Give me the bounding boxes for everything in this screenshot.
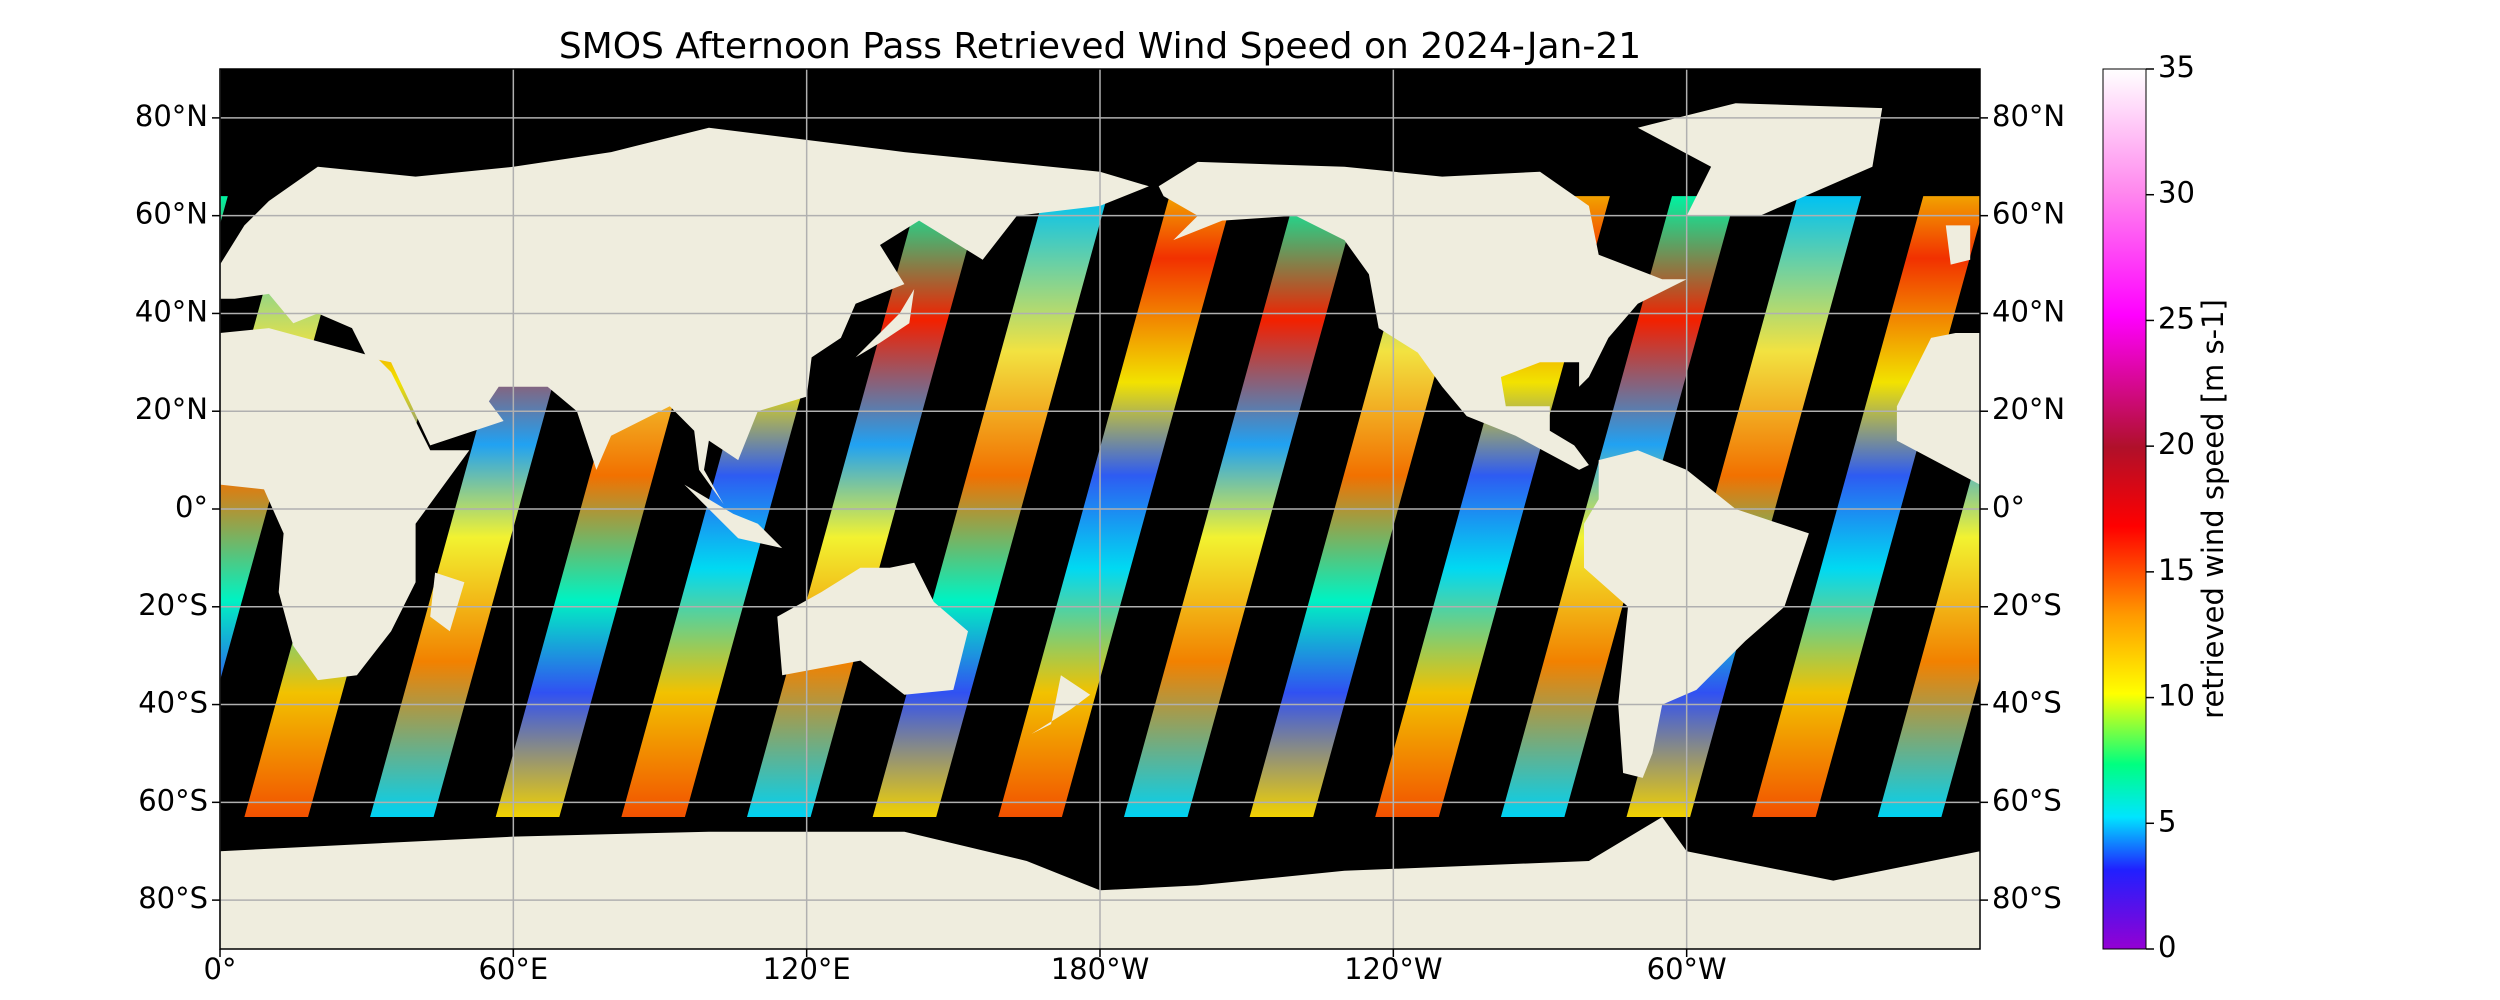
land-layer — [220, 103, 1980, 949]
colorbar-label: retrieved wind speed [m s-1] — [2196, 299, 2230, 719]
land — [220, 127, 1149, 505]
land — [1637, 103, 1883, 216]
land — [220, 817, 1980, 949]
y-tick-label-right: 80°N — [1992, 99, 2065, 133]
x-tick-label: 180°W — [1051, 952, 1150, 986]
y-tick-label: 20°S — [138, 588, 208, 622]
colorbar-tick-label: 20 — [2158, 427, 2195, 461]
land — [220, 328, 470, 681]
y-tick-label-right: 60°S — [1992, 783, 2062, 817]
colorbar-tick-label: 30 — [2158, 176, 2195, 210]
y-tick-label-right: 60°N — [1992, 197, 2065, 231]
y-tick-label-right: 0° — [1992, 490, 2025, 524]
colorbar-tick-label: 5 — [2158, 804, 2176, 838]
y-tick-label-right: 40°S — [1992, 686, 2062, 720]
swath — [998, 196, 1233, 818]
y-tick-label-right: 20°S — [1992, 588, 2062, 622]
x-tick-label: 120°W — [1344, 952, 1443, 986]
y-tick-label: 40°S — [138, 686, 208, 720]
colorbar-tick-label: 0 — [2158, 930, 2176, 964]
colorbar — [2102, 68, 2147, 950]
y-tick-label: 80°N — [135, 99, 208, 133]
swath — [220, 196, 354, 681]
colorbar-tick-label: 10 — [2158, 679, 2195, 713]
y-tick-label-right: 20°N — [1992, 392, 2065, 426]
swath — [1124, 196, 1359, 818]
land — [684, 484, 783, 549]
land — [1945, 225, 1971, 265]
y-tick-label: 60°N — [135, 197, 208, 231]
y-tick-label: 40°N — [135, 294, 208, 328]
x-tick-label: 60°W — [1647, 952, 1727, 986]
x-tick-label: 120°E — [763, 952, 851, 986]
y-tick-label-right: 80°S — [1992, 881, 2062, 915]
land — [430, 572, 465, 632]
y-tick-label: 20°N — [135, 392, 208, 426]
swath — [1877, 446, 1980, 817]
land — [1158, 161, 1687, 470]
swath — [220, 196, 228, 225]
colorbar-tick-label: 15 — [2158, 553, 2195, 587]
colorbar-tick-label: 25 — [2158, 301, 2195, 335]
grid-layer: 0° 60°E 120°E 180°W 120°W 60°W 80°N 80°N 60°N 60°… — [135, 69, 2065, 986]
x-tick-label: 0° — [204, 952, 237, 986]
map-frame — [219, 68, 1981, 950]
y-tick-label: 0° — [175, 490, 208, 524]
land — [777, 562, 968, 695]
land — [855, 289, 915, 358]
map-title: SMOS Afternoon Pass Retrieved Wind Speed… — [559, 26, 1641, 67]
x-tick-label: 60°E — [478, 952, 548, 986]
colorbar-tick-label: 35 — [2158, 50, 2195, 84]
y-tick-label: 80°S — [138, 881, 208, 915]
land — [1584, 450, 1809, 778]
y-tick-label-right: 40°N — [1992, 294, 2065, 328]
land — [1896, 333, 1980, 485]
y-tick-label: 60°S — [138, 783, 208, 817]
swath — [1752, 196, 1980, 817]
